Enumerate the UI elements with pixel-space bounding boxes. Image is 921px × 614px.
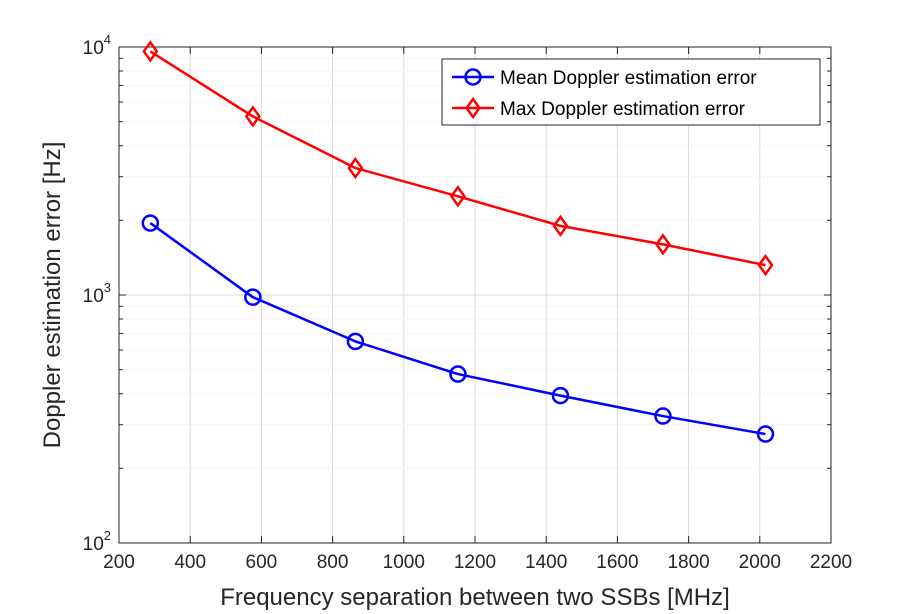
series-mean [141,214,775,443]
series-max [142,40,774,277]
legend-label-mean: Mean Doppler estimation error [500,68,757,89]
x-tick-label: 1800 [667,552,709,573]
y-tick-label: 102 [83,528,111,555]
y-tick-base: 10 [83,38,104,59]
data-point-max [449,185,466,208]
series-line-max [149,50,766,267]
x-axis-title: Frequency separation between two SSBs [M… [220,584,730,611]
data-point-max [757,253,774,277]
x-tick-label: 200 [103,552,135,573]
x-tick-label: 800 [317,552,349,573]
legend-marker-mean [464,68,482,86]
legend-box [441,58,821,126]
x-tick-label: 1400 [525,552,567,573]
y-tick-label: 104 [83,32,111,59]
data-point-mean [551,386,570,405]
y-axis-title: Doppler estimation error [Hz] [39,142,66,449]
y-tick-exponent: 3 [104,280,111,295]
data-point-mean [756,425,775,443]
legend-marker-max [464,96,482,120]
series-layer [141,40,775,443]
axes [118,46,832,544]
y-tick-exponent: 2 [104,528,111,543]
data-point-max [552,214,569,238]
data-point-mean [346,332,365,351]
data-point-max [142,40,159,63]
legend-label-max: Max Doppler estimation error [500,99,746,120]
x-tick-label: 2200 [810,552,852,573]
tick-labels: 200 400 600 800 1000 1200 1400 1600 1800 2000 2200… [83,32,853,573]
data-point-max [654,233,671,256]
x-tick-label: 2000 [739,552,781,573]
x-tick-label: 1600 [596,552,638,573]
data-point-mean [449,365,467,383]
x-tick-label: 400 [174,552,206,573]
data-point-max [244,105,261,128]
data-point-mean [244,288,262,306]
y-tick-base: 10 [83,286,104,307]
y-tick-label: 103 [83,280,111,307]
x-tick-label: 1000 [383,552,425,573]
series-line-mean [149,222,766,436]
x-tick-label: 1200 [454,552,496,573]
y-tick-base: 10 [83,534,104,555]
data-point-max [347,156,364,180]
y-tick-exponent: 4 [104,32,111,47]
legend: Mean Doppler estimation error Max Doppler… [441,58,821,126]
x-tick-label: 600 [246,552,278,573]
data-point-mean [141,214,160,232]
data-point-mean [654,407,672,425]
